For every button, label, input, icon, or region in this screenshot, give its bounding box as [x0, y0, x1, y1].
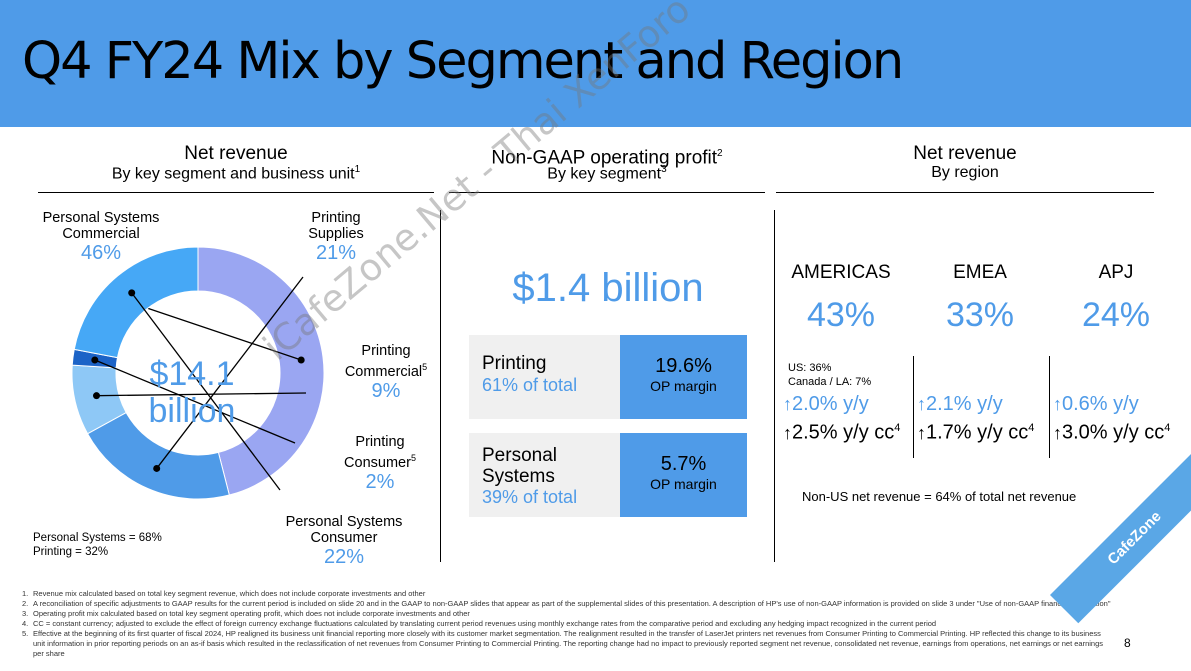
- region-americas-pct: 43%: [806, 296, 876, 334]
- donut-chart: [71, 246, 325, 500]
- segment-totals-note: Personal Systems = 68% Printing = 32%: [33, 532, 162, 558]
- corner-badge-text: CafeZone: [1104, 507, 1165, 569]
- leader-line-4: [131, 292, 281, 491]
- left-section-rule: [38, 192, 434, 193]
- leader-dot-2: [93, 392, 101, 400]
- americas-breakdown: US: 36% Canada / LA: 7%: [788, 362, 872, 388]
- personal-systems-margin-label: OP margin: [650, 476, 717, 492]
- footnotes: 1. Revenue mix calculated based on total …: [22, 589, 1112, 659]
- left-section-subtitle: By key segment and business unit1: [111, 164, 361, 183]
- corner-badge: CafeZone: [1050, 453, 1191, 624]
- leader-dot-4: [128, 289, 136, 297]
- left-section-title: Net revenue: [184, 143, 288, 164]
- donut-center-unit: billion: [148, 392, 236, 430]
- page-number: 8: [1124, 636, 1131, 650]
- segment-label-printing-commercial: Printing Commercial5 9%: [344, 343, 428, 402]
- region-divider-2: [1049, 356, 1050, 458]
- arrow-up-icon: ↑: [1053, 422, 1062, 443]
- personal-systems-margin-card: 5.7% OP margin: [620, 433, 747, 517]
- arrow-up-icon: ↑: [1053, 394, 1062, 414]
- right-section-rule: [776, 192, 1154, 193]
- personal-systems-card-share: 39% of total: [482, 487, 578, 507]
- personal-systems-margin-value: 5.7%: [660, 453, 707, 475]
- apj-growth-cc: ↑3.0% y/y cc4: [1053, 421, 1171, 444]
- leader-dot-0: [297, 356, 305, 364]
- footnote-5: 5. Effective at the beginning of its firs…: [22, 629, 1104, 658]
- arrow-up-icon: ↑: [783, 422, 792, 443]
- donut-slice-personal-systems-commercial: [197, 246, 325, 496]
- donut-center-label: $14.1 billion: [122, 356, 262, 430]
- middle-section-subtitle: By key segment3: [547, 164, 667, 183]
- printing-card: Printing 61% of total: [469, 335, 620, 419]
- printing-margin-label: OP margin: [650, 378, 717, 394]
- segment-label-printing-supplies: Printing Supplies 21%: [308, 210, 364, 264]
- footnote-4: 4. CC = constant currency; adjusted to ex…: [22, 619, 937, 628]
- americas-growth-cc: ↑2.5% y/y cc4: [783, 421, 901, 444]
- leader-line-2: [96, 392, 307, 397]
- leader-dot-3: [91, 356, 99, 364]
- printing-card-name: Printing: [482, 353, 547, 374]
- emea-growth: ↑2.1% y/y: [917, 393, 1003, 415]
- middle-section-title: Non-GAAP operating profit2: [491, 147, 723, 169]
- emea-growth-cc: ↑1.7% y/y cc4: [917, 421, 1035, 444]
- region-apj-pct: 24%: [1081, 296, 1151, 334]
- apj-growth: ↑0.6% y/y: [1053, 393, 1139, 415]
- region-emea-pct: 33%: [945, 296, 1015, 334]
- divider-left: [440, 210, 441, 562]
- arrow-up-icon: ↑: [783, 394, 792, 414]
- right-section-subtitle: By region: [931, 164, 999, 181]
- personal-systems-card: Personal Systems 39% of total: [469, 433, 620, 517]
- title-banner: Q4 FY24 Mix by Segment and Region: [0, 0, 1191, 127]
- americas-growth: ↑2.0% y/y: [783, 393, 869, 415]
- printing-margin-value: 19.6%: [655, 355, 712, 377]
- region-divider-1: [913, 356, 914, 458]
- leader-dot-1: [153, 464, 161, 472]
- footnote-2: 2. A reconciliation of specific adjustmen…: [22, 599, 1111, 608]
- region-emea-name: EMEA: [953, 262, 1007, 283]
- middle-section-rule: [449, 192, 765, 193]
- region-apj-name: APJ: [1098, 262, 1134, 283]
- printing-margin-card: 19.6% OP margin: [620, 335, 747, 419]
- donut-center-amount: $14.1: [149, 355, 235, 393]
- arrow-up-icon: ↑: [917, 394, 926, 414]
- personal-systems-card-name: Personal Systems: [482, 445, 557, 487]
- footnote-3: 3. Operating profit mix calculated based …: [22, 609, 470, 618]
- segment-label-ps-consumer: Personal Systems Consumer 22%: [285, 514, 403, 568]
- printing-card-share: 61% of total: [482, 375, 578, 395]
- arrow-up-icon: ↑: [917, 422, 926, 443]
- non-us-revenue-note: Non-US net revenue = 64% of total net re…: [802, 489, 1077, 504]
- page-title: Q4 FY24 Mix by Segment and Region: [22, 32, 904, 91]
- segment-label-ps-commercial: Personal Systems Commercial 46%: [42, 210, 160, 264]
- donut-slice-personal-systems-consumer: [73, 246, 199, 359]
- leader-line-3: [94, 359, 296, 444]
- divider-right: [774, 210, 775, 562]
- right-section-title: Net revenue: [913, 143, 1017, 164]
- op-profit-total: $1.4 billion: [512, 266, 704, 310]
- segment-label-printing-consumer: Printing Consumer5 2%: [344, 434, 416, 493]
- region-americas-name: AMERICAS: [791, 262, 891, 283]
- leader-line-0: [137, 304, 302, 361]
- leader-line-1: [156, 276, 304, 469]
- footnote-1: 1. Revenue mix calculated based on total …: [22, 589, 426, 598]
